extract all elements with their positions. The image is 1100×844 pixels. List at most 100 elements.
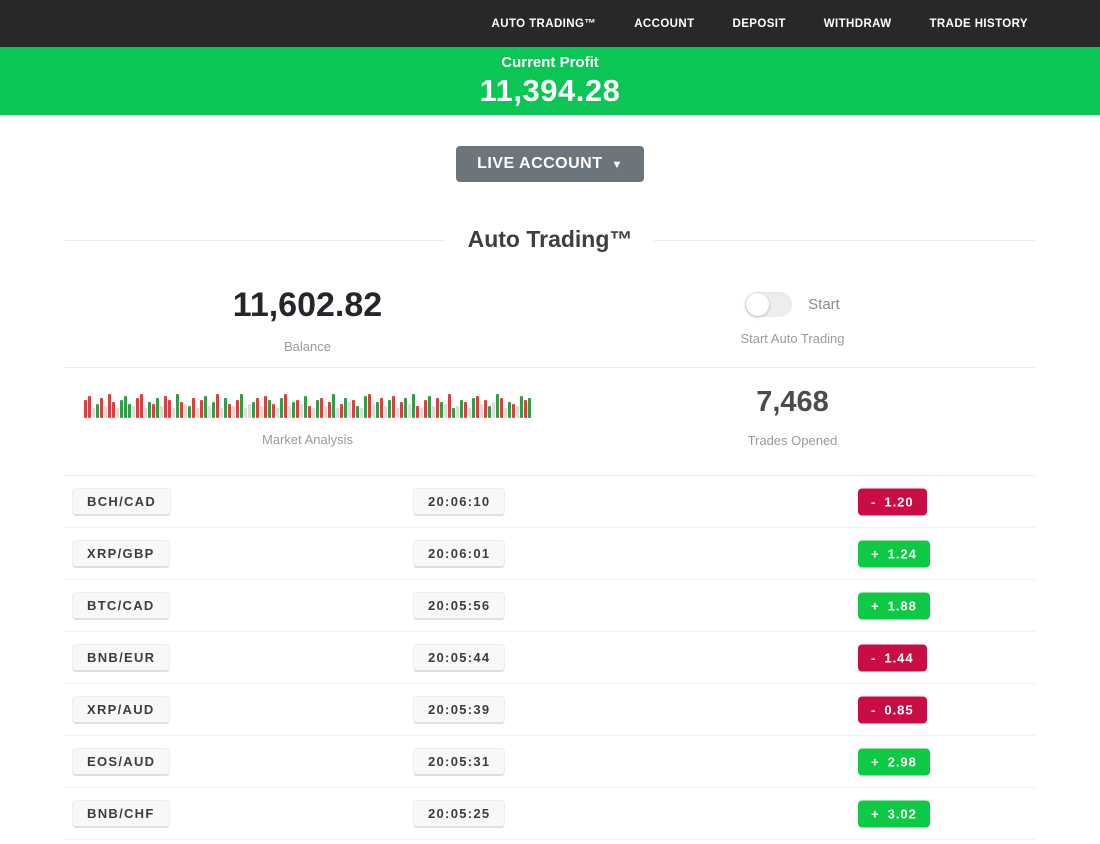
market-bar: [332, 394, 335, 418]
table-row: BNB/EUR 20:05:44 -1.44: [65, 632, 1035, 684]
trades-opened-value: 7,468: [756, 386, 829, 418]
market-bar: [472, 398, 475, 418]
market-bar: [312, 408, 315, 418]
market-bar: [84, 400, 87, 418]
market-bar: [512, 404, 515, 418]
trades-opened-block: 7,468 Trades Opened: [550, 368, 1035, 448]
live-account-label: LIVE ACCOUNT: [477, 155, 603, 172]
market-bar: [436, 398, 439, 418]
auto-trading-block: Start Start Auto Trading: [550, 254, 1035, 354]
market-bar: [220, 408, 223, 418]
trade-pair-badge: EOS/AUD: [72, 747, 171, 776]
market-bar: [260, 406, 263, 418]
market-bar: [140, 394, 143, 418]
market-bar: [296, 400, 299, 418]
trade-pair-badge: BTC/CAD: [72, 591, 170, 620]
market-bar: [484, 400, 487, 418]
market-bar: [196, 408, 199, 418]
market-bar: [152, 404, 155, 418]
nav-item-auto-trading[interactable]: AUTO TRADING™: [491, 17, 597, 30]
market-bar: [324, 406, 327, 418]
market-analysis-block: Market Analysis: [65, 368, 550, 448]
start-auto-trading-toggle[interactable]: [745, 292, 793, 317]
current-profit-value: 11,394.28: [479, 72, 621, 108]
section-heading: Auto Trading™: [65, 226, 1035, 254]
nav-item-trade-history[interactable]: TRADE HISTORY: [929, 17, 1028, 30]
market-bar: [400, 402, 403, 418]
market-bar: [340, 404, 343, 418]
start-auto-trading-label: Start Auto Trading: [740, 331, 845, 346]
nav-item-deposit[interactable]: DEPOSIT: [732, 17, 786, 30]
trade-time-badge: 20:05:39: [413, 695, 506, 724]
nav-item-account[interactable]: ACCOUNT: [634, 17, 695, 30]
market-bar: [384, 406, 387, 418]
market-bar: [292, 402, 295, 418]
trade-pair-badge: BNB/EUR: [72, 643, 171, 672]
market-bar: [200, 400, 203, 418]
market-bar: [264, 396, 267, 418]
market-bar: [452, 408, 455, 418]
market-bar: [112, 402, 115, 418]
market-bar: [432, 406, 435, 418]
market-bar: [88, 396, 91, 418]
market-bar: [440, 402, 443, 418]
live-account-button[interactable]: LIVE ACCOUNT ▼: [456, 146, 644, 182]
balance-value: 11,602.82: [232, 286, 383, 324]
market-bar: [508, 402, 511, 418]
navbar: AUTO TRADING™ ACCOUNT DEPOSIT WITHDRAW TRADE…: [0, 0, 1100, 47]
market-bar: [144, 408, 147, 418]
trade-result-amount: 0.85: [884, 702, 914, 717]
balance-label: Balance: [284, 339, 331, 354]
market-bar: [468, 408, 471, 418]
market-bar: [276, 408, 279, 418]
market-bar: [380, 398, 383, 418]
trade-pair-badge: BCH/CAD: [72, 487, 172, 516]
market-bar: [488, 406, 491, 418]
market-bar: [120, 400, 123, 418]
market-bar: [480, 404, 483, 418]
stats-divider-1: [65, 367, 1035, 368]
market-bar: [368, 394, 371, 418]
market-bar: [252, 402, 255, 418]
market-bar: [128, 404, 131, 418]
market-analysis-label: Market Analysis: [261, 432, 354, 447]
market-bar: [348, 402, 351, 418]
trade-result-amount: 1.88: [887, 598, 917, 613]
market-bar: [404, 398, 407, 418]
market-bar: [528, 398, 531, 418]
market-bar: [308, 406, 311, 418]
trade-list: BCH/CAD 20:06:10-1.20 XRP/GBP 20:06:01 +1.24…: [65, 475, 1035, 840]
market-bar: [320, 398, 323, 418]
market-bar: [168, 400, 171, 418]
market-bar: [476, 396, 479, 418]
market-bar: [316, 400, 319, 418]
market-bar: [392, 396, 395, 418]
market-bar: [124, 396, 127, 418]
market-bar: [500, 398, 503, 418]
chevron-down-icon: ▼: [611, 159, 623, 171]
trade-pair-badge: BNB/CHF: [72, 799, 170, 828]
trade-result-badge: -1.44: [858, 644, 927, 671]
market-bar: [284, 394, 287, 418]
market-bar: [216, 394, 219, 418]
market-bar: [460, 400, 463, 418]
trade-result-amount: 2.98: [887, 754, 917, 769]
market-bar: [244, 408, 247, 418]
trade-time-badge: 20:05:25: [413, 799, 506, 828]
trade-result-sign: -: [871, 650, 877, 665]
market-bar: [132, 406, 135, 418]
market-bar: [356, 406, 359, 418]
market-bar: [136, 398, 139, 418]
market-bar: [172, 408, 175, 418]
market-bar: [288, 406, 291, 418]
market-bar: [116, 408, 119, 418]
trades-opened-label: Trades Opened: [747, 433, 838, 448]
nav-item-withdraw[interactable]: WITHDRAW: [823, 17, 892, 30]
market-bar: [180, 402, 183, 418]
market-bar: [464, 402, 467, 418]
stats-panel: 11,602.82 Balance Start Start Auto Tradi…: [65, 254, 1035, 448]
market-bar: [192, 398, 195, 418]
market-bar: [100, 398, 103, 418]
table-row: BCH/CAD 20:06:10 -1.20: [65, 476, 1035, 528]
trade-result-badge: +2.98: [858, 748, 930, 775]
